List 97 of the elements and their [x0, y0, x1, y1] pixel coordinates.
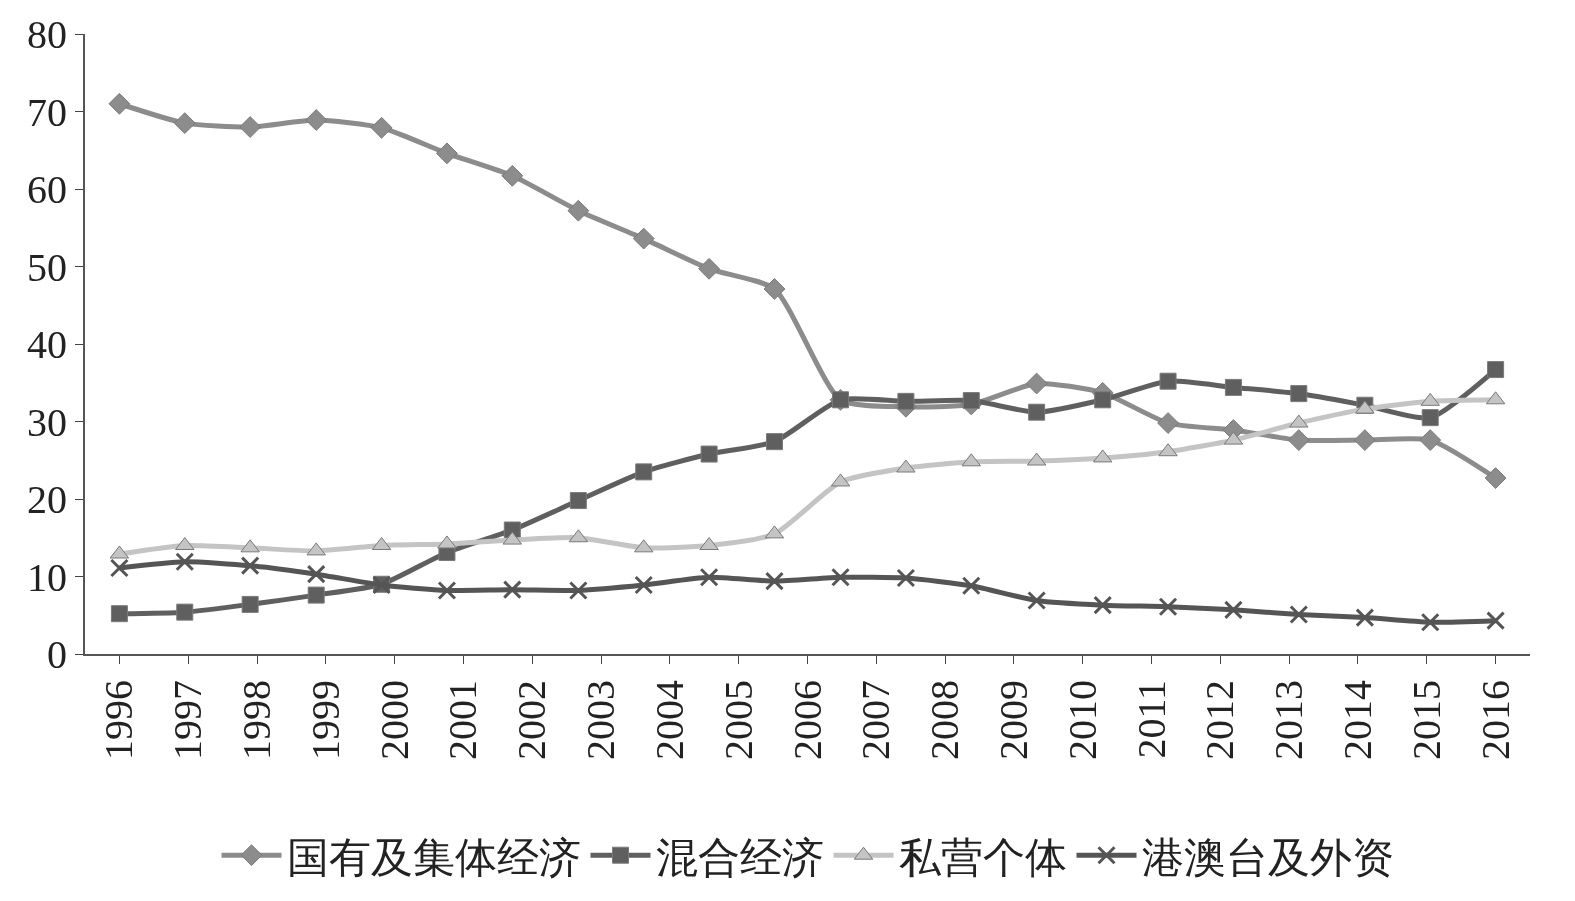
- point: [175, 552, 195, 572]
- point: [698, 257, 720, 280]
- point: [501, 164, 524, 187]
- point: [1420, 392, 1440, 406]
- point: [307, 586, 325, 604]
- point: [567, 199, 590, 222]
- point: [961, 576, 981, 596]
- x-tick-label: 1998: [234, 680, 280, 760]
- point: [699, 567, 719, 587]
- x-tick-label: 2012: [1197, 680, 1243, 760]
- point: [240, 539, 260, 553]
- point: [1484, 467, 1507, 489]
- legend-label: 港澳台及外资: [1141, 834, 1394, 881]
- point: [1094, 391, 1112, 409]
- x-tick-label: 2000: [371, 680, 417, 760]
- point: [1289, 604, 1309, 624]
- point: [1158, 443, 1178, 457]
- point: [1353, 429, 1376, 451]
- point: [635, 463, 653, 481]
- legend-label: 私营个体: [898, 834, 1067, 881]
- x-tick-label: 2001: [440, 680, 486, 760]
- point: [1025, 372, 1048, 395]
- y-tick-label: 70: [27, 89, 67, 135]
- point: [1420, 612, 1440, 632]
- x-tick-label: 2015: [1403, 680, 1449, 760]
- y-tick-label: 20: [27, 477, 67, 522]
- point: [176, 603, 194, 621]
- x-tick-label: 2013: [1266, 680, 1312, 760]
- x-tick-label: 2011: [1128, 680, 1174, 759]
- x-tick-label: 2005: [715, 680, 761, 760]
- point: [1486, 611, 1506, 631]
- point: [831, 567, 851, 587]
- point: [1027, 591, 1047, 611]
- x-tick-label: 2010: [1059, 680, 1105, 760]
- point: [569, 492, 587, 510]
- point: [634, 575, 654, 595]
- y-tick-label: 60: [27, 167, 67, 212]
- point: [1290, 385, 1308, 403]
- point: [1421, 409, 1439, 427]
- point: [1289, 414, 1309, 428]
- point: [1223, 600, 1243, 620]
- point: [1287, 429, 1310, 451]
- point: [108, 92, 131, 115]
- y-tick-label: 80: [27, 12, 67, 57]
- point: [1028, 403, 1046, 421]
- point: [765, 433, 783, 451]
- point: [763, 278, 786, 300]
- point: [241, 595, 259, 613]
- point: [897, 392, 915, 410]
- legend-label: 国有及集体经济: [286, 834, 581, 881]
- x-tick-label: 2009: [990, 680, 1036, 760]
- point: [1093, 595, 1113, 615]
- point: [1158, 597, 1178, 617]
- point: [110, 605, 128, 623]
- x-tick-label: 2014: [1334, 680, 1380, 760]
- point: [370, 116, 393, 139]
- x-tick-label: 1997: [165, 680, 211, 760]
- x-tick-label: 2004: [646, 680, 692, 760]
- point: [109, 558, 129, 578]
- legend-label: 混合经济: [655, 834, 824, 881]
- point: [896, 568, 916, 588]
- point: [1157, 412, 1179, 434]
- x-tick-label: 1996: [96, 680, 142, 760]
- point: [239, 116, 262, 138]
- y-tick-label: 10: [27, 554, 67, 600]
- point: [502, 580, 522, 600]
- x-tick-label: 2008: [922, 680, 968, 760]
- y-tick-label: 0: [47, 632, 67, 677]
- point: [1419, 429, 1442, 451]
- point: [306, 542, 326, 556]
- point: [305, 109, 328, 131]
- y-tick-label: 40: [27, 322, 67, 367]
- point: [240, 556, 260, 576]
- point: [1487, 361, 1505, 379]
- x-tick-label: 2006: [784, 680, 830, 760]
- point: [896, 459, 916, 473]
- point: [437, 580, 457, 600]
- point: [1355, 608, 1375, 628]
- point: [1355, 400, 1375, 414]
- point: [962, 392, 980, 410]
- x-tick-label: 2002: [509, 680, 555, 760]
- y-tick-label: 50: [27, 244, 67, 290]
- point: [436, 142, 458, 165]
- point: [437, 535, 457, 549]
- point: [568, 580, 588, 600]
- x-tick-label: 2003: [578, 680, 624, 760]
- point: [700, 445, 718, 463]
- point: [173, 112, 196, 135]
- x-tick-label: 2016: [1472, 680, 1518, 760]
- point: [764, 571, 784, 591]
- point: [632, 227, 655, 250]
- point: [1159, 372, 1177, 390]
- y-tick-label: 30: [27, 399, 67, 445]
- point: [1224, 378, 1242, 396]
- x-tick-label: 2007: [853, 680, 899, 760]
- point: [306, 564, 326, 584]
- x-tick-label: 1999: [302, 680, 348, 760]
